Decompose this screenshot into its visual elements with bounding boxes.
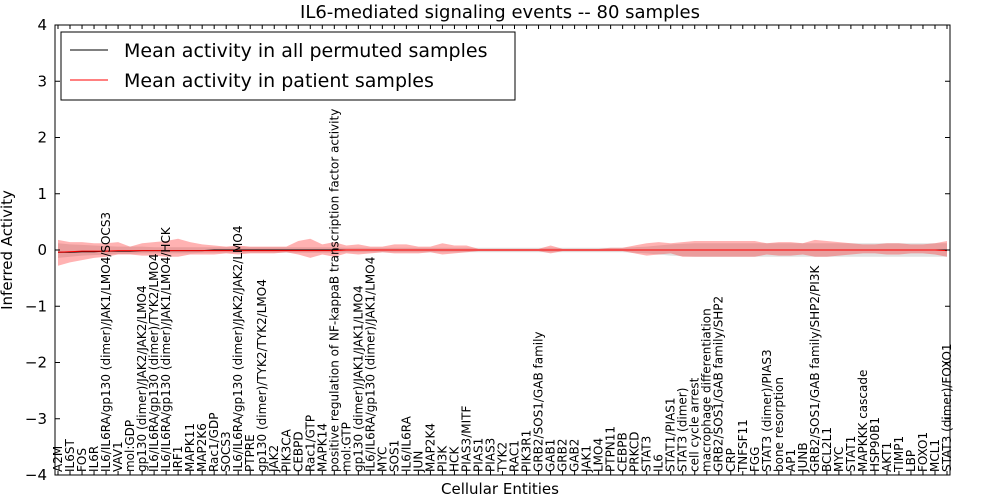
x-tick-label: STAT1/PIAS1: [664, 397, 678, 472]
chart-title: IL6-mediated signaling events -- 80 samp…: [300, 2, 700, 23]
band-permuted: [58, 243, 947, 258]
x-tick-label: FOS: [75, 448, 89, 472]
x-tick-label: JUN: [411, 451, 425, 473]
x-tick-label: GAB2: [568, 439, 582, 472]
legend-label-patient: Mean activity in patient samples: [124, 70, 434, 92]
legend-label-permuted: Mean activity in all permuted samples: [124, 40, 487, 62]
x-tick-label: CRP: [724, 448, 738, 472]
y-tick-label: −3: [25, 410, 47, 428]
x-tick-label: IRF1: [171, 446, 185, 472]
x-tick-label: FGG: [748, 447, 762, 473]
x-tick-label: STAT1: [844, 436, 858, 472]
x-tick-label: MAP2K4: [423, 423, 437, 472]
x-tick-label: Rac1/GTP: [303, 415, 317, 472]
x-tick-label: CEBPB: [616, 432, 630, 472]
legend: Mean activity in all permuted samples Me…: [60, 31, 516, 101]
x-tick-label: cell cycle arrest: [688, 377, 702, 472]
y-tick-label: 1: [37, 185, 47, 203]
x-tick-label: PIAS1: [472, 438, 486, 472]
x-tick-label: IL6: [652, 454, 666, 472]
x-tick-label: macrophage differentiation: [700, 308, 714, 472]
x-tick-label: HCK: [447, 446, 461, 472]
x-tick-label: MCL1: [928, 439, 942, 472]
line-patient: [57, 249, 948, 253]
x-tick-label: CEBPD: [291, 431, 305, 472]
legend-box: [60, 31, 516, 101]
x-tick-label: MYC: [375, 447, 389, 472]
x-tick-label: PIK3CA: [279, 428, 293, 472]
x-tick-label: IL6/IL6RA/gp130 (dimer)/JAK2/JAK2/LMO4: [231, 226, 245, 472]
x-tick-label: MAPKKK cascade: [856, 370, 870, 472]
x-tick-label: PIAS3/MITF: [460, 406, 474, 473]
y-axis: −4 −3 −2 −1 0 1 2 3 4: [25, 16, 950, 484]
x-tick-label: TIMP1: [892, 436, 906, 473]
y-tick-label: 4: [37, 16, 47, 34]
x-tick-label: IL6ST: [63, 439, 77, 472]
y-tick-label: 0: [37, 241, 47, 259]
x-tick-label: STAT3 (dimer)/FOXO1: [940, 343, 954, 472]
x-tick-label: MAP2K6: [195, 423, 209, 472]
x-tick-label: PIK3R1: [520, 430, 534, 472]
x-tick-label: LBP: [904, 450, 918, 472]
x-tick-label: JAK1: [580, 445, 594, 473]
x-tick-label: A2M: [51, 446, 65, 472]
x-tick-label: MAPK14: [315, 423, 329, 472]
y-tick-label: −4: [25, 466, 47, 484]
y-axis-label: Inferred Activity: [0, 190, 16, 310]
x-tick-label: BCL2L1: [820, 427, 834, 472]
x-tick-label: GAB1: [544, 439, 558, 472]
x-tick-label: JUNB: [796, 442, 810, 473]
x-tick-label: TYK2: [496, 442, 510, 473]
x-tick-label: VAV1: [111, 441, 125, 472]
x-tick-label: GRB2/SOS1/GAB family/SHP2: [712, 296, 726, 472]
x-tick-label: LMO4: [592, 438, 606, 472]
x-tick-label: TNFSF11: [736, 419, 750, 473]
x-tick-label: STAT3 (dimer)/PIAS3: [760, 349, 774, 472]
x-tick-label: IL6/IL6RA: [399, 415, 413, 472]
x-tick-label: JAK2: [267, 445, 281, 473]
x-tick-label: mol:GDP: [123, 420, 137, 472]
x-tick-label: AKT1: [880, 442, 894, 472]
x-tick-label: MYC: [832, 447, 846, 472]
x-tick-label: PRKCD: [628, 432, 642, 472]
y-tick-label: 2: [37, 129, 47, 147]
x-tick-label: Rac1/GDP: [207, 413, 221, 472]
x-tick-label: gp130 (dimer)/JAK2/JAK2/LMO4: [135, 285, 149, 472]
confidence-bands: [58, 238, 947, 266]
x-tick-label: AP1: [784, 449, 798, 472]
x-tick-label: PI3K: [435, 445, 449, 472]
x-tick-label: PTPN11: [604, 426, 618, 472]
x-tick-label: PTPRE: [243, 434, 257, 472]
x-tick-label: STAT3 (dimer): [676, 388, 690, 472]
series-lines: [57, 249, 948, 253]
x-tick-label: mol:GTP: [339, 422, 353, 472]
x-tick-label: IL6/IL6RA/gp130 (dimer)/JAK1/LMO4: [363, 257, 377, 472]
x-axis-label: Cellular Entities: [441, 480, 559, 498]
x-tick-label: HSP90B1: [868, 417, 882, 472]
x-tick-label: SOCS3: [219, 431, 233, 472]
x-tick-label: IL6/IL6RA/gp130 (dimer)/JAK1/LMO4/HCK: [159, 226, 173, 472]
x-tick-label: FOXO1: [916, 432, 930, 472]
y-tick-label: 3: [37, 72, 47, 90]
x-tick-label: MAPK11: [183, 423, 197, 472]
x-tick-label: IL6/IL6RA/gp130 (dimer)/TYK2/LMO4: [147, 253, 161, 472]
x-tick-label: IL6/IL6RA/gp130 (dimer)/JAK1/LMO4/SOCS3: [99, 212, 113, 472]
x-tick-label: positive regulation of NF-kappaB transcr…: [327, 109, 341, 472]
x-tick-label: SOS1: [387, 440, 401, 472]
x-tick-label: STAT3: [640, 436, 654, 472]
x-tick-label: gp130 (dimer)/TYK2/TYK2/LMO4: [255, 279, 269, 472]
y-tick-label: −1: [25, 297, 47, 315]
x-tick-label: GRB2/SOS1/GAB family: [532, 331, 546, 472]
x-tick-label: GRB2: [556, 439, 570, 473]
x-tick-label: bone resorption: [772, 377, 786, 472]
x-tick-label: gp130 (dimer)/JAK1/JAK1/LMO4: [351, 285, 365, 472]
x-tick-label: PIAS3: [484, 438, 498, 472]
x-tick-label: GRB2/SOS1/GAB family/SHP2/PI3K: [808, 265, 822, 473]
x-tick-label: RAC1: [508, 440, 522, 472]
y-tick-label: −2: [25, 354, 47, 372]
x-tick-label: IL6R: [87, 446, 101, 472]
band-patient: [58, 238, 947, 266]
